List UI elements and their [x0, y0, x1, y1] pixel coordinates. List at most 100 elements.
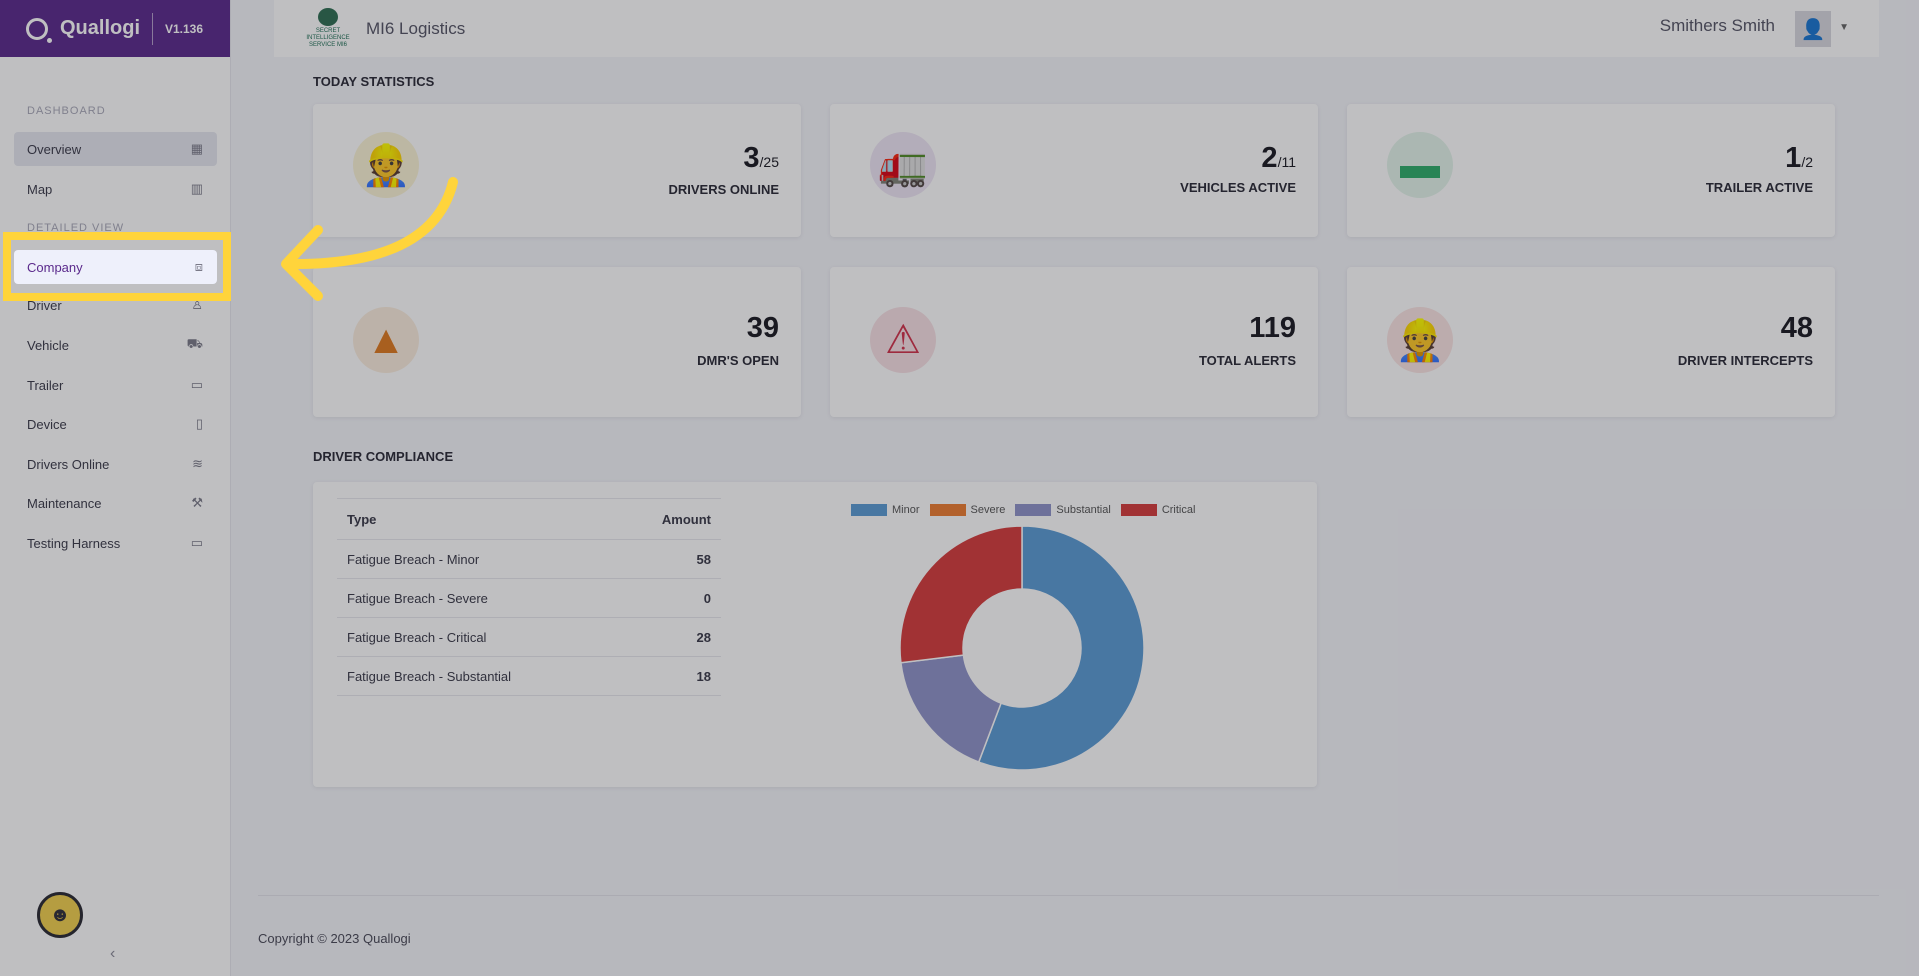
- row-type: Fatigue Breach - Minor: [337, 539, 617, 579]
- legend-label: Substantial: [1056, 504, 1111, 516]
- highlighted-company-item[interactable]: Company ⧈: [14, 250, 217, 284]
- legend-swatch: [1120, 504, 1157, 516]
- stat-label: DRIVERS ONLINE: [668, 182, 779, 197]
- legend-item-severe[interactable]: Severe: [929, 504, 1006, 516]
- stat-value: 1/2: [1785, 142, 1813, 174]
- stat-value: 119: [1249, 312, 1296, 344]
- driver-warning-icon: 👷: [1387, 307, 1453, 373]
- table-row[interactable]: Fatigue Breach - Severe 0: [337, 578, 721, 618]
- wifi-icon: ≋: [192, 456, 203, 471]
- stat-card-dmrs-open[interactable]: ▲ 39 DMR'S OPEN: [313, 267, 801, 417]
- sidebar-item-label: Maintenance: [27, 495, 102, 511]
- donut-slice-minor[interactable]: [977, 525, 1145, 771]
- stat-label: TOTAL ALERTS: [1198, 353, 1296, 368]
- crest-seal-icon: [318, 8, 338, 26]
- sidebar-item-driver[interactable]: Driver ♙: [14, 288, 217, 322]
- sidebar-item-label: Device: [27, 416, 67, 432]
- user-name[interactable]: Smithers Smith: [1659, 16, 1775, 35]
- legend-label: Minor: [892, 504, 920, 516]
- sidebar-item-map[interactable]: Map ▥: [14, 172, 217, 206]
- phone-icon: ▯: [195, 416, 203, 431]
- stat-label: TRAILER ACTIVE: [1705, 180, 1813, 195]
- footer-divider: [258, 895, 1879, 896]
- traffic-cone-icon: ▲: [353, 307, 419, 373]
- compliance-table: Type Amount Fatigue Breach - Minor 58 Fa…: [337, 498, 721, 696]
- stat-label: DMR'S OPEN: [697, 353, 779, 368]
- stat-label: VEHICLES ACTIVE: [1180, 180, 1296, 195]
- stat-value: 39: [746, 312, 779, 344]
- truck-icon: ⛟: [186, 336, 203, 351]
- sidebar-item-label: Testing Harness: [27, 535, 121, 551]
- sidebar-item-testing-harness[interactable]: Testing Harness ▭: [14, 526, 217, 560]
- sidebar-item-label: Vehicle: [27, 337, 69, 353]
- donut-slice-critical[interactable]: [899, 525, 1023, 664]
- trailer-icon: ▬: [1387, 132, 1453, 198]
- sidebar-item-label: Trailer: [27, 377, 64, 393]
- user-icon: 👤: [1800, 18, 1826, 41]
- briefcase-icon: ⧈: [194, 259, 203, 274]
- driver-icon: 👷: [353, 132, 419, 198]
- crest-text: SECRET INTELLIGENCE SERVICE MI6: [306, 28, 350, 48]
- sidebar: Quallogi V1.136 DASHBOARD Overview ▦ Map…: [0, 0, 231, 976]
- company-crest-logo: SECRET INTELLIGENCE SERVICE MI6: [302, 7, 354, 51]
- row-type: Fatigue Breach - Critical: [337, 617, 617, 657]
- legend-label: Severe: [970, 504, 1006, 516]
- stat-card-total-alerts[interactable]: ⚠ 119 TOTAL ALERTS: [830, 267, 1318, 417]
- sidebar-item-label: Map: [27, 181, 53, 197]
- legend-item-substantial[interactable]: Substantial: [1015, 504, 1111, 516]
- today-statistics-heading: TODAY STATISTICS: [313, 74, 435, 89]
- legend-item-minor[interactable]: Minor: [851, 504, 920, 516]
- sidebar-item-maintenance[interactable]: Maintenance ⚒: [14, 486, 217, 520]
- brand-header[interactable]: Quallogi V1.136: [0, 0, 230, 57]
- user-icon: ♙: [191, 297, 203, 312]
- user-avatar[interactable]: 👤: [1795, 11, 1831, 47]
- sidebar-item-vehicle[interactable]: Vehicle ⛟: [14, 328, 217, 362]
- monitor-icon: ▭: [190, 535, 203, 550]
- compliance-donut-chart: [899, 525, 1145, 771]
- legend-item-critical[interactable]: Critical: [1120, 504, 1196, 516]
- column-header-amount: Amount: [616, 498, 721, 540]
- sidebar-item-label: Drivers Online: [27, 456, 110, 472]
- wrench-icon: ⚒: [191, 495, 203, 510]
- stat-card-driver-intercepts[interactable]: 👷 48 DRIVER INTERCEPTS: [1347, 267, 1835, 417]
- legend-label: Critical: [1161, 504, 1196, 516]
- sidebar-item-label: Driver: [27, 297, 62, 313]
- mascot-avatar[interactable]: ☻: [37, 892, 83, 938]
- sidebar-item-overview[interactable]: Overview ▦: [14, 132, 217, 166]
- table-row[interactable]: Fatigue Breach - Substantial 18: [337, 656, 721, 696]
- column-header-type: Type: [337, 498, 617, 540]
- user-menu-caret-icon[interactable]: ▼: [1839, 22, 1849, 33]
- sidebar-item-label: Overview: [27, 141, 82, 157]
- stat-value: 48: [1780, 312, 1813, 344]
- brand-divider: [152, 12, 153, 45]
- collapse-sidebar-button[interactable]: ‹: [110, 945, 116, 962]
- trailer-icon: ▭: [190, 377, 203, 392]
- stat-label: DRIVER INTERCEPTS: [1677, 353, 1813, 368]
- table-row[interactable]: Fatigue Breach - Critical 28: [337, 617, 721, 657]
- row-amount: 28: [616, 617, 721, 657]
- table-header-row: Type Amount: [337, 498, 721, 540]
- stat-card-trailer-active[interactable]: ▬ 1/2 TRAILER ACTIVE: [1347, 104, 1835, 237]
- stat-card-drivers-online[interactable]: 👷 3/25 DRIVERS ONLINE: [313, 104, 801, 237]
- section-dashboard: DASHBOARD: [27, 105, 106, 117]
- row-type: Fatigue Breach - Substantial: [337, 656, 617, 696]
- stat-value: 3/25: [743, 142, 779, 174]
- company-title: MI6 Logistics: [366, 18, 466, 38]
- quallogi-logo-icon: [26, 17, 52, 43]
- section-detailed-view: DETAILED VIEW: [27, 222, 125, 234]
- map-icon: ▥: [190, 181, 203, 196]
- footer-copyright: Copyright © 2023 Quallogi: [258, 931, 411, 946]
- stat-card-vehicles-active[interactable]: 🚛 2/11 VEHICLES ACTIVE: [830, 104, 1318, 237]
- table-row[interactable]: Fatigue Breach - Minor 58: [337, 539, 721, 579]
- brand-name: Quallogi: [60, 17, 140, 39]
- sidebar-item-trailer[interactable]: Trailer ▭: [14, 368, 217, 402]
- sidebar-item-label: Company: [27, 259, 83, 275]
- row-amount: 0: [616, 578, 721, 618]
- sidebar-item-device[interactable]: Device ▯: [14, 407, 217, 441]
- app-version: V1.136: [165, 21, 204, 36]
- topbar: SECRET INTELLIGENCE SERVICE MI6 MI6 Logi…: [274, 0, 1879, 57]
- pointer-arrow: [281, 177, 458, 301]
- driver-compliance-card: Type Amount Fatigue Breach - Minor 58 Fa…: [313, 482, 1317, 787]
- legend-swatch: [1015, 504, 1052, 516]
- sidebar-item-drivers-online[interactable]: Drivers Online ≋: [14, 447, 217, 481]
